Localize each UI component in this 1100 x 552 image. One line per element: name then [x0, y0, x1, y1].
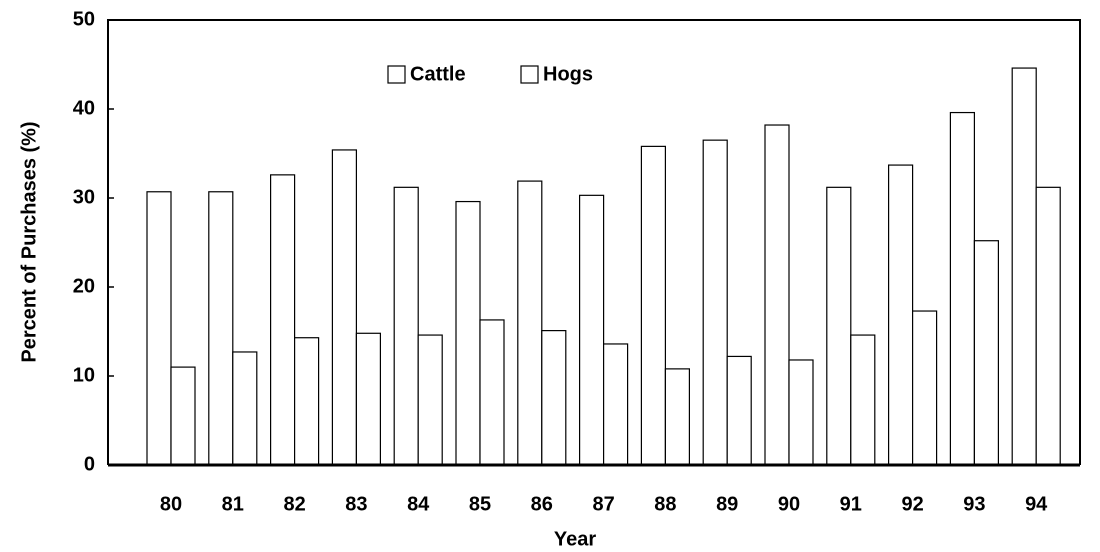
bar: [640, 145, 667, 466]
bar: [1035, 186, 1061, 466]
x-tick-label: 88: [654, 493, 676, 515]
x-tick-label: 90: [778, 493, 800, 515]
y-tick-label: 10: [73, 364, 95, 386]
bar: [578, 194, 605, 466]
bar: [726, 355, 752, 466]
y-tick-label: 40: [73, 97, 95, 119]
x-tick-label: 80: [160, 493, 182, 515]
bar: [146, 191, 172, 466]
legend-swatch: [520, 65, 539, 84]
bar: [887, 164, 914, 466]
bar: [1011, 67, 1037, 466]
bar: [170, 366, 196, 466]
bar: [664, 368, 691, 466]
bar: [355, 332, 381, 466]
bar: [270, 174, 296, 466]
y-tick-label: 50: [73, 8, 95, 30]
x-tick-label: 93: [963, 493, 985, 515]
bar: [232, 351, 258, 466]
y-tick-label: 30: [73, 186, 95, 208]
x-tick-label: 87: [592, 493, 614, 515]
bar: [479, 319, 505, 466]
bar: [850, 334, 876, 466]
y-tick-label: 0: [84, 453, 95, 475]
bar: [973, 240, 1000, 466]
bar: [826, 186, 852, 466]
bar: [911, 310, 938, 466]
bar: [294, 337, 320, 466]
y-axis-label: Percent of Purchases (%): [18, 121, 40, 362]
x-tick-label: 84: [407, 493, 430, 515]
bar: [702, 139, 728, 466]
bar: [949, 111, 976, 466]
bar: [764, 124, 790, 466]
x-tick-label: 94: [1025, 493, 1048, 515]
plot-frame: [107, 19, 1081, 465]
bar: [455, 200, 481, 466]
legend-label: Cattle: [410, 63, 466, 85]
x-tick-label: 85: [469, 493, 491, 515]
legend-swatch: [387, 65, 406, 84]
bar: [541, 330, 567, 466]
y-tick-label: 20: [73, 275, 95, 297]
x-tick-label: 82: [283, 493, 305, 515]
bar: [393, 186, 419, 466]
bar: [602, 343, 629, 466]
x-axis-label: Year: [554, 528, 596, 550]
x-tick-label: 81: [222, 493, 244, 515]
x-tick-label: 92: [901, 493, 923, 515]
legend-label: Hogs: [543, 63, 593, 85]
bar: [517, 180, 543, 466]
bar: [417, 334, 443, 466]
bar: [208, 191, 234, 466]
x-tick-label: 91: [840, 493, 862, 515]
bar: [788, 359, 814, 466]
x-tick-label: 86: [531, 493, 553, 515]
x-tick-label: 83: [345, 493, 367, 515]
bar: [331, 149, 357, 466]
x-tick-label: 89: [716, 493, 738, 515]
